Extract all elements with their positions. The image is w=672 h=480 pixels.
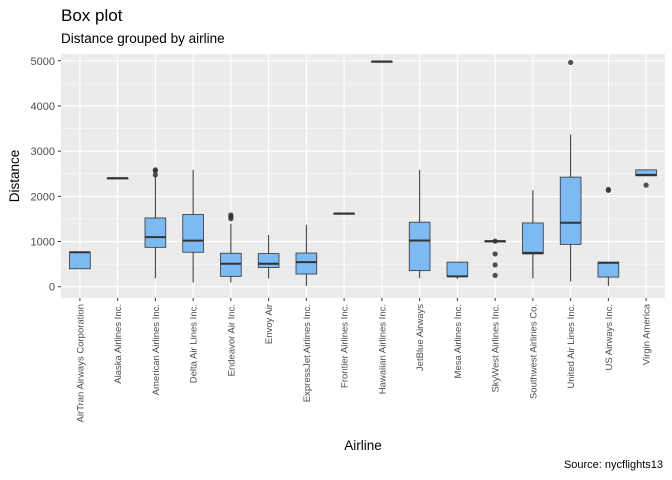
box-4 [182,169,204,283]
outlier-point [643,182,649,188]
outlier-point [568,59,574,66]
box-1 [69,251,91,270]
box-16 [635,169,657,188]
box-body [295,252,318,275]
x-axis-title: Airline [344,438,382,453]
box-12 [484,238,506,278]
x-tick-label: Envoy Air [264,304,275,344]
box-body [182,214,204,253]
x-tick-label: Virgin America [642,303,653,365]
box-2 [106,177,129,180]
box-10 [408,169,431,279]
box-body [69,251,91,270]
x-axis: AirTran Airways Corporation Alaska Airlin… [75,298,653,422]
box-body [522,222,544,255]
box-11 [446,261,469,279]
y-axis: 0 1000 2000 3000 4000 5000 [31,56,61,294]
chart-subtitle: Distance grouped by airline [61,31,225,46]
box-15 [597,186,620,286]
outlier-point [492,251,498,257]
box-body [408,221,431,272]
x-tick-label: Southwest Airlines Co. [528,304,539,399]
box-body [446,261,469,277]
box-6 [257,234,280,279]
x-tick-label: ExpressJet Airlines Inc. [302,304,313,402]
outlier-point [605,187,611,193]
box-5 [220,212,242,283]
outlier-point [228,213,234,220]
y-axis-title: Distance [7,150,22,203]
x-tick-label: US Airways Inc. [604,304,615,371]
box-14 [559,59,582,282]
y-tick-label: 5000 [31,56,55,68]
outlier-point [152,172,158,178]
x-tick-label: Delta Air Lines Inc. [189,304,200,383]
x-tick-label: AirTran Airways Corporation [75,304,86,422]
x-tick-label: Alaska Airlines Inc. [113,304,124,384]
outlier-point [152,168,158,174]
y-tick-label: 0 [49,282,55,294]
x-tick-label: Mesa Airlines Inc. [453,304,464,378]
box-13 [522,190,544,279]
outlier-point [492,262,498,268]
plot-panel [61,54,665,298]
x-tick-label: American Airlines Inc. [151,304,162,395]
box-body [144,217,167,248]
y-tick-label: 3000 [31,146,55,158]
outlier-point [492,238,498,244]
box-body [220,252,242,277]
boxes [69,59,657,286]
box-9 [371,60,393,63]
box-body [257,253,280,268]
box-body [597,261,620,278]
y-tick-label: 1000 [31,237,55,249]
chart-caption: Source: nycflights13 [563,459,663,471]
x-tick-label: United Air Lines Inc. [566,304,577,389]
y-tick-label: 4000 [31,101,55,113]
y-tick-label: 2000 [31,191,55,203]
x-tick-label: Endeavor Air Inc. [226,304,237,376]
box-3 [144,167,167,279]
x-tick-label: JetBlue Airways [415,304,426,371]
x-tick-label: Hawaiian Airlines Inc. [377,304,388,394]
x-tick-label: Frontier Airlines Inc. [340,304,351,388]
box-7 [295,224,318,286]
chart-title: Box plot [61,6,123,25]
box-body [559,176,582,245]
x-tick-label: SkyWest Airlines Inc. [491,304,502,393]
box-8 [333,212,355,215]
outlier-point [492,272,498,278]
